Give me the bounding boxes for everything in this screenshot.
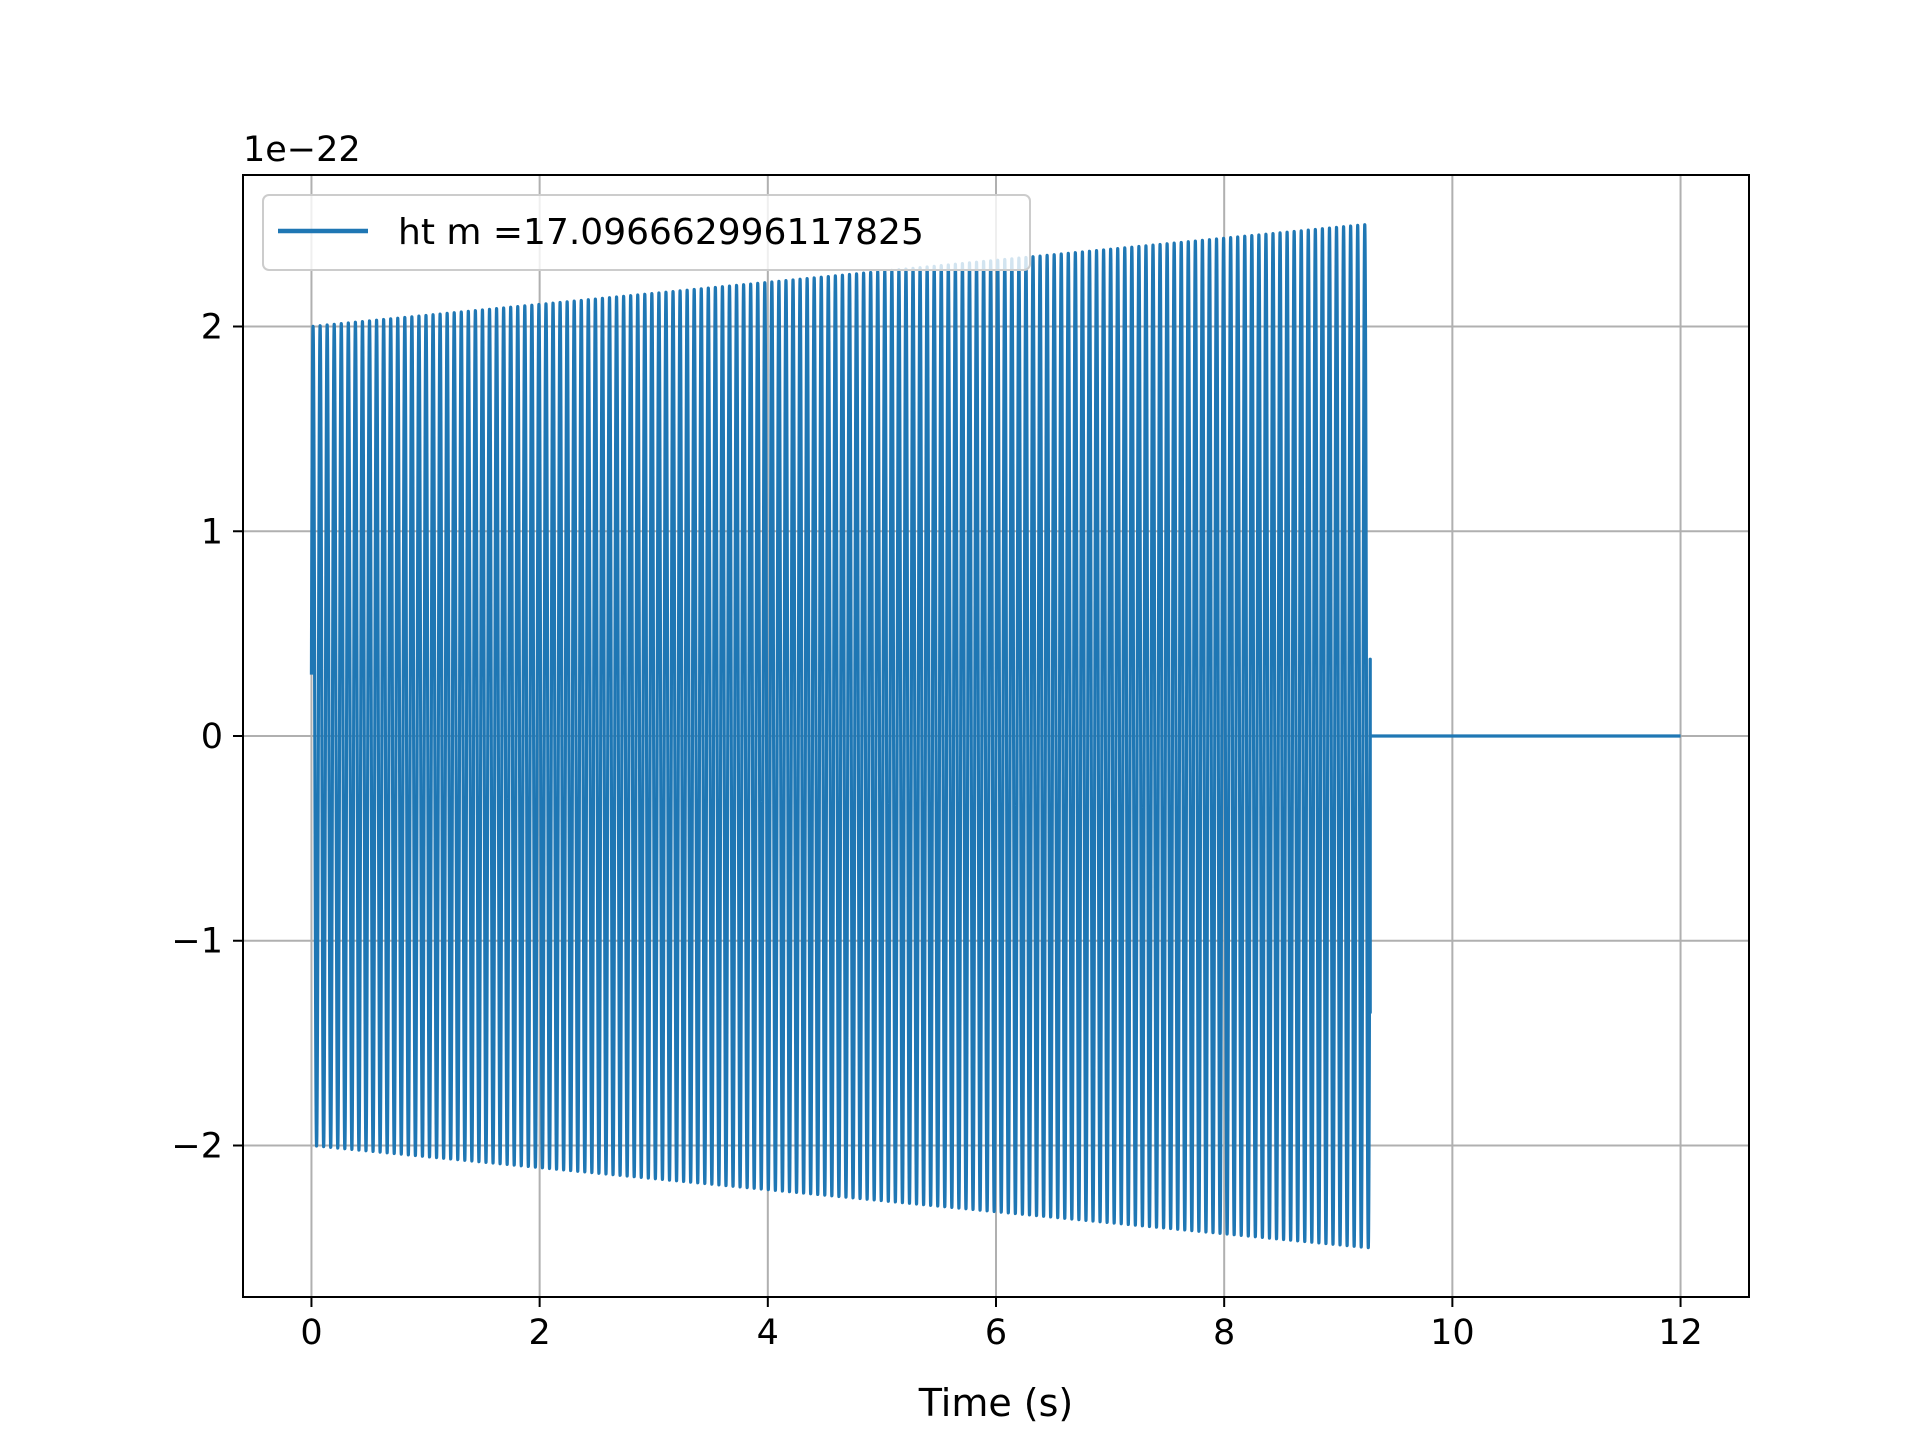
legend-label: ht m =17.096662996117825 <box>398 212 924 253</box>
x-tick-label: 10 <box>1430 1313 1475 1353</box>
series-layer <box>309 223 1681 1250</box>
x-tick-label: 6 <box>985 1313 1007 1353</box>
x-axis: 0 2 4 6 8 10 12 <box>300 1297 1703 1353</box>
y-tick-label: −1 <box>171 922 223 962</box>
x-tick-label: 8 <box>1213 1313 1235 1353</box>
y-tick-label: 1 <box>201 512 223 552</box>
y-tick-label: −2 <box>171 1126 223 1166</box>
legend-box <box>262 194 1031 271</box>
x-tick-label: 2 <box>528 1313 550 1353</box>
legend: ht m =17.096662996117825 <box>262 194 1031 271</box>
x-tick-label: 12 <box>1658 1313 1703 1353</box>
y-axis: −2 −1 0 1 2 <box>171 308 243 1166</box>
series-line-ht <box>309 223 1681 1250</box>
x-tick-label: 0 <box>300 1313 322 1353</box>
y-tick-label: 0 <box>201 717 223 757</box>
y-tick-label: 2 <box>201 308 223 348</box>
x-tick-label: 4 <box>757 1313 779 1353</box>
x-axis-label: Time (s) <box>918 1381 1074 1425</box>
y-offset-label: 1e−22 <box>243 130 361 170</box>
